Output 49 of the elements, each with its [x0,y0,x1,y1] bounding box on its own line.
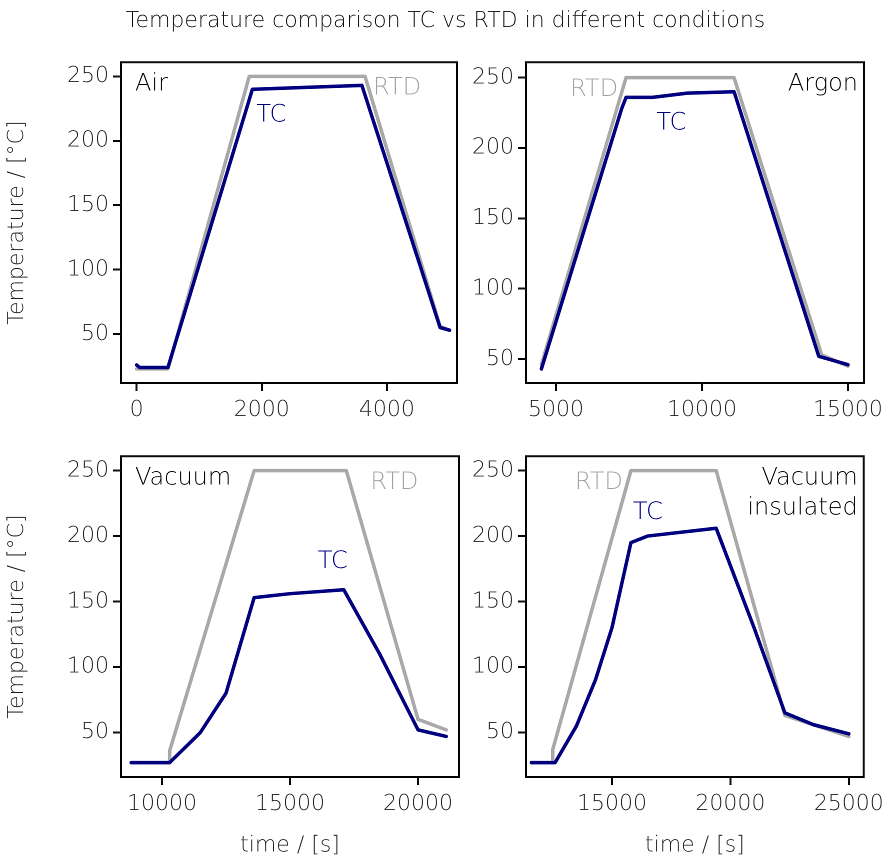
x-tick-label: 4000 [358,396,415,422]
y-tick-label: 150 [472,588,514,614]
y-tick-label: 100 [472,275,514,300]
x-tick-label: 15000 [812,396,883,422]
annotation: Vacuum [135,462,232,490]
x-tick-label: 10000 [666,396,737,422]
x-axis-title: time / [s] [645,832,745,858]
x-tick-label: 0 [130,396,144,422]
x-tick-label: 20000 [383,790,454,816]
series-label: TC [256,99,286,128]
y-tick-label: 200 [472,134,514,160]
series-label: TC [318,546,348,574]
y-tick-label: 150 [472,205,514,230]
chart-title: Temperature comparison TC vs RTD in different conditions [124,8,766,33]
y-tick-label: 200 [67,128,109,153]
y-tick-label: 100 [67,654,109,679]
y-tick-label: 100 [67,256,109,282]
x-tick-label: 5000 [528,396,584,422]
y-tick-label: 250 [67,63,109,88]
x-tick-label: 20000 [695,790,766,816]
annotation: Argon [788,68,858,96]
series-label: TC [632,496,663,525]
x-axis-title: time / [s] [240,832,340,858]
series-label: RTD [574,466,623,495]
series-label: RTD [373,72,422,101]
y-axis-title: Temperature / [°C] [4,514,29,719]
y-tick-label: 50 [486,719,514,744]
series-label: RTD [370,466,418,495]
y-axis-title: Temperature / [°C] [4,120,29,325]
annotation: Vacuum insulated [747,462,858,520]
series-label: TC [656,108,686,136]
annotation: Air [135,68,168,96]
x-tick-label: 25000 [814,790,884,816]
y-tick-label: 50 [486,346,514,371]
series-label: RTD [570,74,618,102]
y-tick-label: 150 [67,588,109,614]
y-tick-label: 100 [472,654,514,679]
y-tick-label: 200 [67,522,109,548]
x-tick-label: 15000 [576,790,647,816]
x-tick-label: 15000 [255,790,325,816]
y-tick-label: 200 [472,522,514,548]
y-tick-label: 50 [81,320,109,346]
y-tick-label: 150 [67,192,109,217]
x-tick-label: 10000 [126,790,197,816]
y-tick-label: 50 [81,719,109,744]
x-tick-label: 2000 [234,396,290,422]
y-tick-label: 250 [472,64,514,90]
y-tick-label: 250 [472,457,514,482]
y-tick-label: 250 [67,457,109,482]
